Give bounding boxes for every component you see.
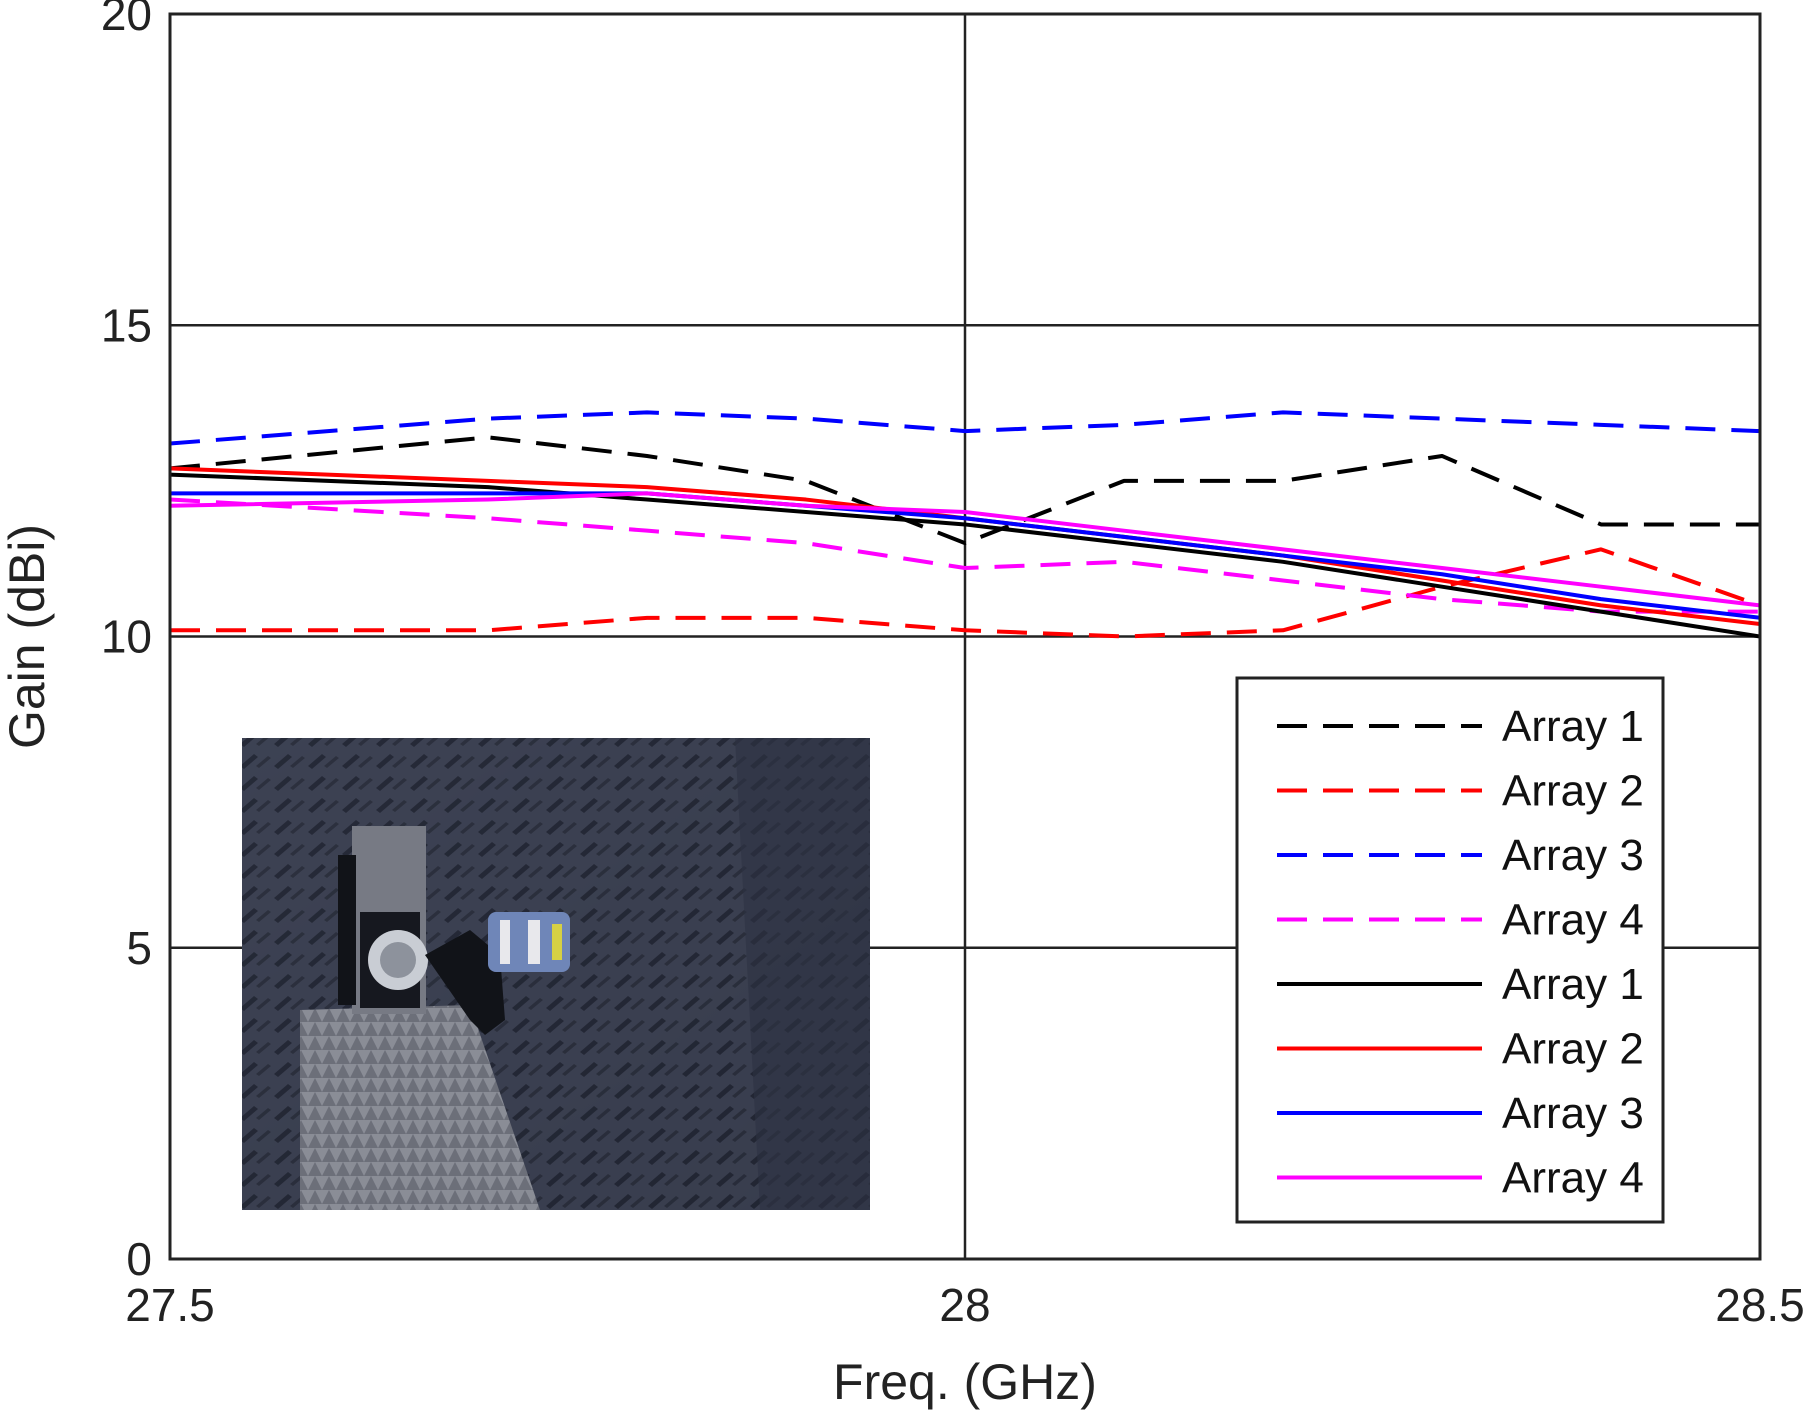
legend-label: Array 1: [1502, 702, 1644, 751]
series-line-solid-7: [170, 491, 1760, 620]
series-line-solid-8: [170, 491, 1760, 608]
antenna-chamber-photo: [242, 738, 870, 1210]
y-tick-label: 0: [126, 1233, 152, 1285]
legend-box: [1235, 676, 1665, 1224]
plot-frame: [168, 12, 1762, 1261]
x-tick-label: 27.5: [125, 1279, 215, 1331]
series-line-dashed-3: [170, 410, 1760, 446]
y-tick-label: 15: [101, 299, 152, 351]
legend-label: Array 2: [1502, 767, 1644, 816]
x-tick-label: 28: [939, 1279, 990, 1331]
legend: Array 1 Array 2 Array 3 Array 4 Array 1 Array…: [1235, 676, 1665, 1224]
tick-labels: 0 5 10 15 20 27.5 28 28.5: [101, 0, 1805, 1331]
y-tick-label: 5: [126, 922, 152, 974]
series-lines: [170, 410, 1760, 639]
legend-label: Array 3: [1502, 831, 1644, 880]
y-tick-label: 20: [101, 0, 152, 40]
x-axis-label: Freq. (GHz): [833, 1354, 1097, 1410]
legend-label: Array 2: [1502, 1025, 1644, 1074]
series-line-dashed-2: [170, 547, 1760, 639]
legend-label: Array 4: [1502, 896, 1644, 945]
legend-label: Array 3: [1502, 1089, 1644, 1138]
legend-label: Array 4: [1502, 1154, 1644, 1203]
series-line-dashed-1: [170, 435, 1760, 546]
series-line-dashed-4: [170, 497, 1760, 614]
legend-label: Array 1: [1502, 960, 1644, 1009]
y-tick-label: 10: [101, 611, 152, 663]
y-axis-label: Gain (dBi): [0, 524, 55, 749]
x-tick-label: 28.5: [1715, 1279, 1805, 1331]
